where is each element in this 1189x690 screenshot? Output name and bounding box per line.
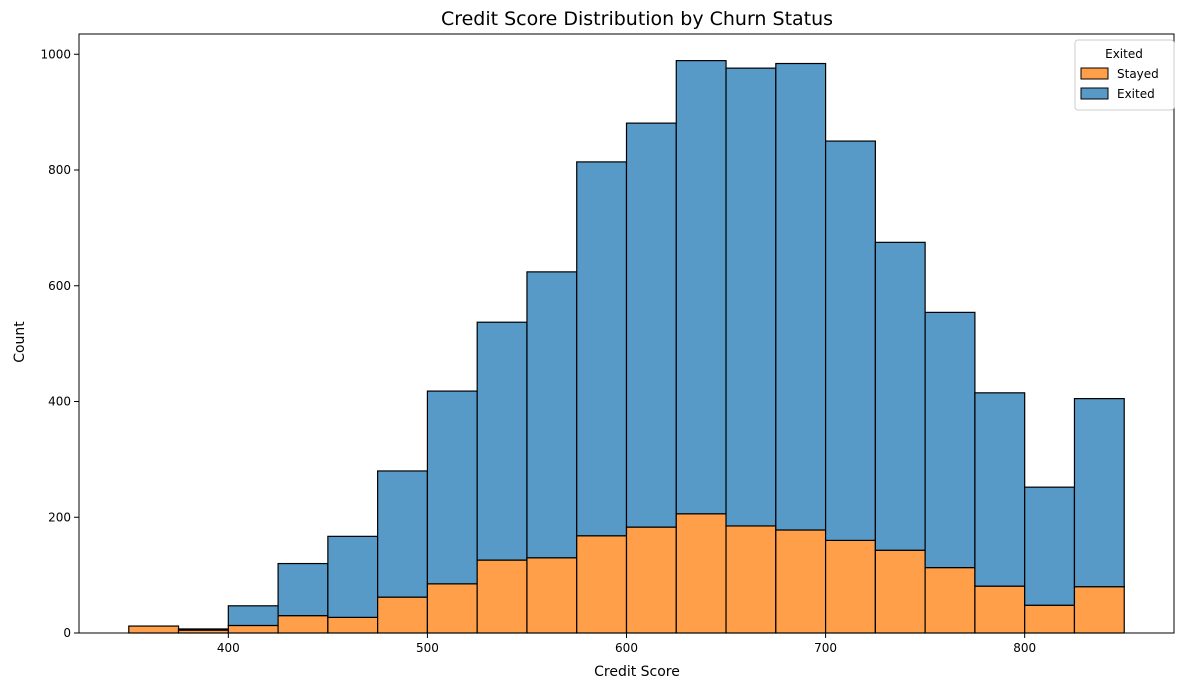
- bar-stayed-400: [227, 624, 279, 634]
- bar-exited-725: [874, 241, 926, 551]
- bar-exited-750: [924, 311, 976, 569]
- bar-exited-800: [1024, 486, 1076, 606]
- x-axis-label: Credit Score: [594, 664, 680, 680]
- y-tick-label: 800: [48, 163, 71, 177]
- bar-exited-825: [1073, 398, 1125, 588]
- legend-label-exited: Exited: [1117, 87, 1155, 101]
- bar-exited-550: [526, 271, 578, 559]
- bar-exited-400: [227, 605, 279, 627]
- x-tick-label: 700: [814, 641, 837, 655]
- bar-stayed-650: [725, 525, 777, 634]
- bar-exited-475: [377, 470, 429, 598]
- bar-stayed-700: [824, 539, 876, 634]
- bar-exited-675: [775, 62, 827, 531]
- y-tick-label: 200: [48, 510, 71, 524]
- x-tick-label: 800: [1013, 641, 1036, 655]
- bar-stayed-750: [924, 567, 976, 634]
- bar-stayed-725: [874, 549, 926, 634]
- bar-exited-525: [476, 321, 528, 561]
- x-tick-label: 600: [615, 641, 638, 655]
- x-tick-label: 500: [416, 641, 439, 655]
- y-tick-label: 1000: [40, 47, 71, 61]
- legend-swatch-exited: [1080, 87, 1109, 100]
- legend-swatch-stayed: [1080, 67, 1109, 80]
- bar-exited-775: [974, 392, 1026, 587]
- y-tick-label: 0: [63, 626, 71, 640]
- bar-stayed-525: [476, 559, 528, 634]
- legend-title: Exited: [1105, 47, 1143, 61]
- bar-exited-650: [725, 67, 777, 527]
- bar-stayed-425: [277, 615, 329, 634]
- bar-stayed-450: [327, 616, 379, 634]
- bar-stayed-500: [426, 583, 478, 634]
- bar-stayed-350: [128, 625, 180, 634]
- legend: Exited Stayed Exited: [1074, 39, 1175, 111]
- bar-stayed-800: [1024, 604, 1076, 634]
- bar-exited-500: [426, 390, 478, 585]
- legend-entries: Stayed Exited: [1080, 67, 1159, 101]
- x-tick-label: 400: [217, 641, 240, 655]
- bars-group: [128, 60, 1125, 634]
- y-tick-label: 600: [48, 279, 71, 293]
- bar-stayed-625: [675, 513, 727, 634]
- bar-exited-575: [576, 161, 628, 537]
- bar-stayed-600: [625, 526, 677, 634]
- bar-exited-375: [177, 628, 229, 631]
- bar-exited-450: [327, 535, 379, 618]
- bar-exited-425: [277, 562, 329, 617]
- bar-exited-600: [625, 122, 677, 528]
- axes-group: 400 500 600 700 800 0 200 400 600 800 1000: [40, 33, 1175, 655]
- bar-exited-700: [824, 140, 876, 542]
- bar-stayed-775: [974, 585, 1026, 634]
- bar-stayed-675: [775, 529, 827, 634]
- bar-stayed-575: [576, 535, 628, 634]
- y-axis-label: Count: [12, 321, 28, 363]
- bar-exited-625: [675, 60, 727, 515]
- bar-stayed-550: [526, 557, 578, 634]
- y-tick-label: 400: [48, 395, 71, 409]
- bar-stayed-825: [1073, 586, 1125, 634]
- chart-title: Credit Score Distribution by Churn Statu…: [441, 8, 833, 30]
- legend-label-stayed: Stayed: [1117, 67, 1159, 81]
- bar-stayed-475: [377, 596, 429, 634]
